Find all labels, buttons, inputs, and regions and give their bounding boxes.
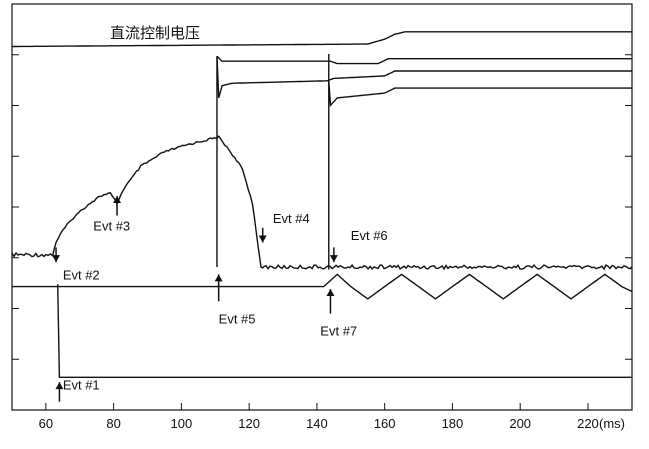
annotation-arrow-head [258, 235, 267, 243]
left-axis-ticks [12, 54, 19, 360]
annotation-label: Evt #1 [63, 378, 100, 393]
annotation-arrow-head [214, 274, 223, 282]
annotation-label: Evt #3 [93, 218, 130, 233]
annotation-label: Evt #2 [63, 267, 100, 282]
trace-evt7 [12, 273, 633, 300]
trace-top [12, 31, 632, 48]
trace-3 [328, 80, 632, 108]
x-tick-label: 140 [306, 416, 328, 431]
x-tick-label: 220 [577, 416, 599, 431]
x-tick-label: 200 [509, 416, 531, 431]
event-lines [216, 53, 330, 270]
x-axis-ticks: 60 80 100 120 140 160 180 200 220 [39, 403, 599, 431]
annotation-arrow-head [329, 255, 338, 263]
x-tick-label: 160 [374, 416, 396, 431]
trace-evt1 [57, 284, 632, 378]
annotation-label: Evt #4 [273, 211, 310, 226]
right-axis-ticks [625, 54, 632, 360]
annotation-label: Evt #6 [351, 228, 388, 243]
x-axis-unit: (ms) [599, 416, 625, 431]
annotation-arrow-head [55, 382, 64, 390]
trace-2 [216, 56, 632, 99]
annotation-arrow-head [113, 195, 122, 203]
x-tick-label: 60 [39, 416, 53, 431]
x-tick-label: 180 [442, 416, 464, 431]
trace-4 [216, 55, 632, 65]
annotation-arrow-head [326, 289, 335, 297]
event-annotations: Evt #1 Evt #2 Evt #3 Evt #4 Evt #5 Evt #6 Evt … [52, 195, 388, 402]
x-tick-label: 120 [238, 416, 260, 431]
plot-frame [11, 3, 633, 411]
annotation-label: Evt #5 [219, 311, 256, 326]
annotation-arrow-head [52, 255, 61, 263]
x-tick-label: 100 [171, 416, 193, 431]
chart-title: 直流控制电压 [110, 24, 200, 42]
annotation-label: Evt #7 [320, 324, 357, 339]
trace-event-curve [11, 135, 633, 271]
x-tick-label: 80 [106, 416, 120, 431]
